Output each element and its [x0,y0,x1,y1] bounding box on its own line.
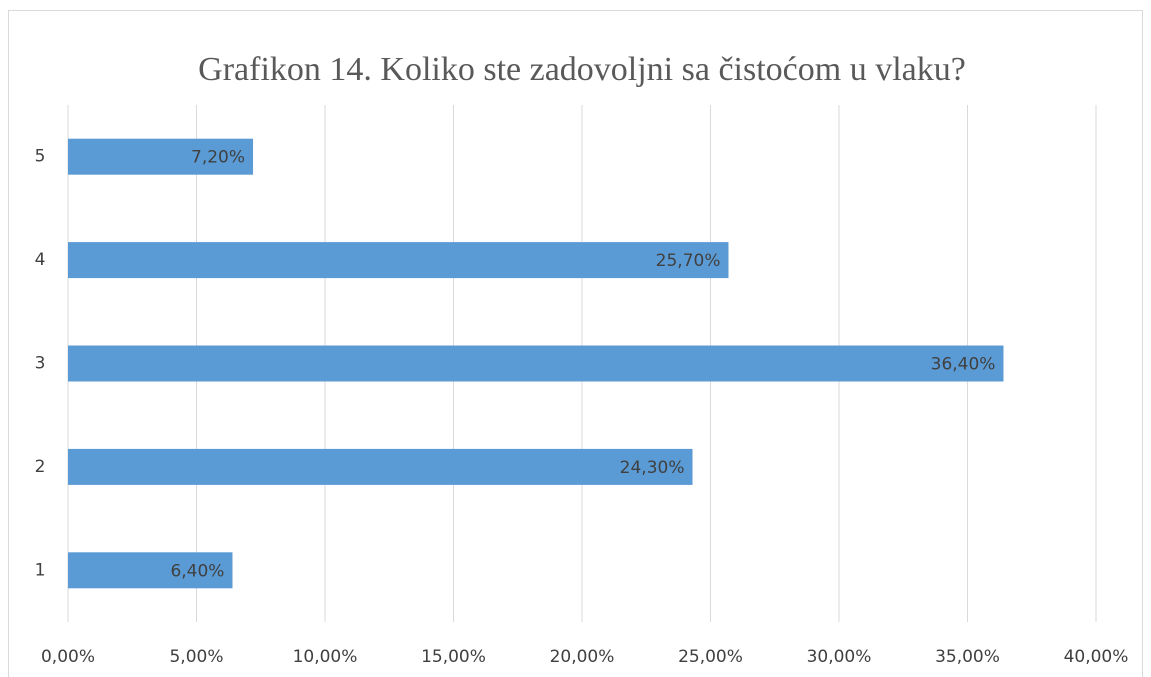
value-label: 36,40% [931,355,996,375]
value-label: 24,30% [620,458,685,478]
x-tick-label: 10,00% [293,647,358,667]
bar [68,552,233,589]
bar [68,345,1004,382]
x-tick-label: 20,00% [550,647,615,667]
y-tick-label: 1 [35,560,46,580]
y-tick-label: 5 [35,147,46,167]
y-tick-label: 4 [35,250,46,270]
x-tick-label: 0,00% [41,647,95,667]
bar [68,448,693,485]
value-label: 25,70% [656,251,721,271]
bar [68,242,729,279]
y-tick-label: 3 [35,354,46,374]
x-tick-label: 35,00% [935,647,1000,667]
x-tick-label: 15,00% [421,647,486,667]
bar [68,138,254,175]
chart-title: Grafikon 14. Koliko ste zadovoljni sa či… [198,51,966,88]
x-tick-label: 40,00% [1064,647,1129,667]
x-tick-label: 5,00% [169,647,223,667]
value-label: 6,40% [170,561,224,581]
x-tick-label: 30,00% [807,647,872,667]
x-tick-label: 25,00% [678,647,743,667]
y-tick-label: 2 [35,457,46,477]
chart-border [8,10,1143,677]
value-label: 7,20% [191,148,245,168]
